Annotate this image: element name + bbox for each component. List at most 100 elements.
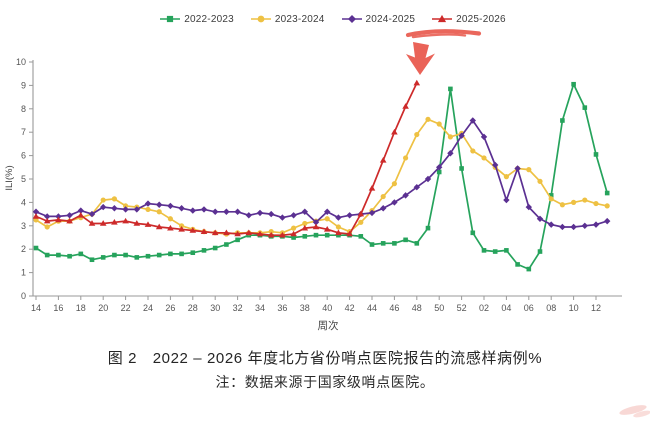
x-tick-label: 10: [569, 303, 579, 313]
data-point: [548, 193, 554, 198]
data-point: [559, 202, 566, 208]
triangle-marker-icon: [432, 14, 453, 23]
data-point: [156, 252, 162, 258]
data-point: [32, 213, 40, 219]
x-tick-label: 18: [76, 303, 86, 313]
y-tick-label: 10: [16, 57, 26, 67]
data-point: [189, 227, 197, 233]
data-point: [268, 210, 275, 218]
data-point: [458, 132, 465, 139]
data-point: [256, 230, 264, 237]
data-point: [55, 213, 62, 220]
data-point: [32, 208, 40, 215]
data-point: [179, 251, 184, 257]
data-point: [436, 164, 443, 171]
data-point: [592, 221, 600, 228]
data-point: [33, 245, 39, 251]
data-point: [391, 181, 397, 187]
data-point: [392, 241, 397, 246]
data-point: [403, 237, 408, 243]
data-point: [78, 251, 84, 257]
data-point: [156, 201, 163, 208]
data-point: [144, 200, 152, 207]
x-tick-label: 28: [188, 303, 198, 313]
data-point: [413, 79, 421, 86]
data-point: [537, 178, 543, 184]
x-tick-label: 38: [300, 303, 310, 313]
data-point: [122, 217, 129, 224]
data-point: [133, 220, 141, 226]
x-tick-label: 36: [277, 303, 287, 313]
data-point: [88, 220, 96, 226]
legend-label: 2023-2024: [274, 13, 325, 25]
x-tick-label: 20: [98, 303, 108, 313]
data-point: [481, 248, 487, 253]
data-point: [100, 203, 107, 211]
data-point: [133, 206, 140, 213]
data-point: [336, 232, 341, 238]
data-point: [604, 217, 611, 225]
data-point: [323, 226, 331, 232]
data-point: [100, 197, 106, 203]
data-point: [156, 209, 162, 215]
data-point: [234, 230, 241, 237]
data-point: [571, 199, 577, 205]
legend-item-2025-2026: 2025-2026: [432, 13, 506, 25]
data-point: [570, 223, 577, 231]
x-tick-label: 50: [434, 303, 444, 313]
data-point: [413, 183, 420, 191]
data-point: [245, 212, 252, 219]
diamond-marker-icon: [341, 15, 362, 23]
figure-note: 注：数据来源于国家级哨点医院。: [215, 374, 435, 390]
data-point: [279, 214, 286, 221]
y-tick-label: 9: [21, 80, 26, 90]
data-point: [44, 213, 51, 220]
data-point: [368, 185, 376, 191]
data-point: [167, 202, 174, 210]
data-point: [560, 118, 565, 123]
data-point: [582, 197, 588, 203]
x-tick-label: 06: [524, 303, 534, 313]
data-point: [235, 237, 240, 243]
x-tick-label: 14: [31, 303, 41, 313]
figure-caption: 图 2 2022 – 2026 年度北方省份哨点医院报告的流感样病例%: [107, 350, 543, 367]
data-point: [503, 196, 510, 204]
data-point: [515, 262, 520, 267]
data-point: [593, 152, 599, 157]
data-point: [504, 248, 509, 253]
data-point: [346, 212, 353, 219]
data-point: [200, 206, 208, 213]
data-point: [179, 223, 185, 229]
data-point: [290, 212, 297, 219]
data-point: [436, 169, 442, 175]
x-tick-label: 32: [233, 303, 243, 313]
data-point: [492, 249, 498, 254]
data-point: [66, 217, 73, 224]
data-point: [88, 210, 96, 218]
data-point: [470, 148, 476, 154]
data-point: [302, 220, 308, 227]
legend-marker: [438, 14, 447, 23]
data-point: [234, 208, 241, 215]
data-point: [436, 121, 442, 127]
legend-item-2022-2023: 2022-2023: [160, 13, 234, 25]
data-point: [122, 206, 129, 213]
data-point: [279, 231, 286, 238]
series-line-2023-2024: [35, 118, 609, 235]
series-line-2022-2023: [35, 83, 609, 270]
data-point: [402, 192, 409, 199]
data-point: [335, 214, 342, 221]
x-tick-label: 04: [501, 303, 511, 313]
data-point: [357, 210, 365, 217]
data-point: [144, 221, 152, 227]
data-point: [44, 252, 50, 258]
pink-smudge-2: [633, 410, 650, 418]
data-point: [55, 216, 62, 223]
series-points-2024-2025: [32, 117, 611, 231]
x-tick-label: 52: [457, 303, 467, 313]
data-point: [134, 255, 140, 260]
legend-item-2023-2024: 2023-2024: [250, 13, 325, 25]
x-axis-title: 周次: [318, 319, 339, 332]
data-point: [256, 209, 264, 217]
